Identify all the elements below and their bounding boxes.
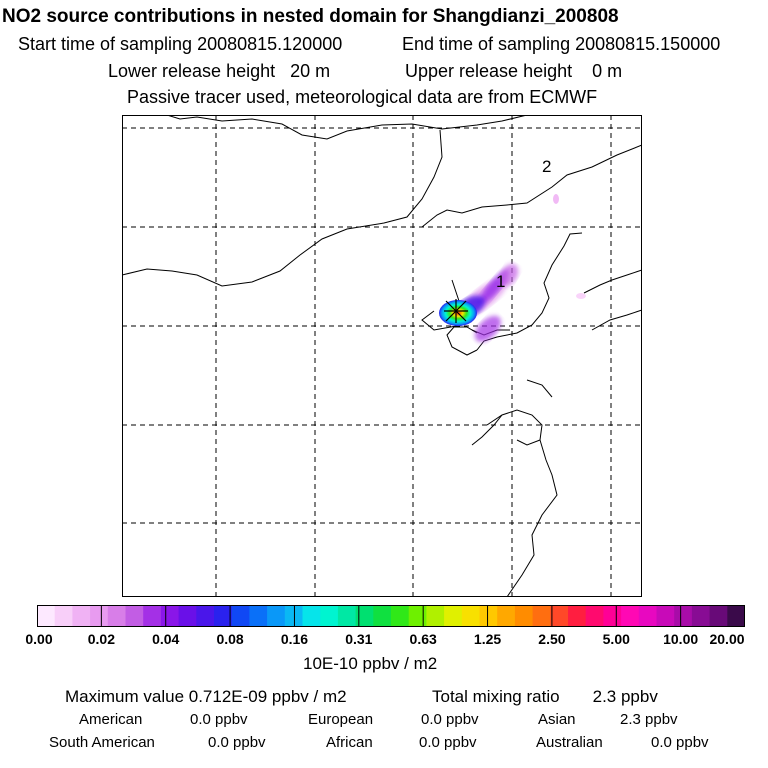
colorbar-tick-label: 5.00: [602, 631, 630, 647]
upper-release-label: Upper release height 0 m: [405, 61, 623, 81]
colorbar-cell: [302, 605, 321, 627]
colorbar-cell: [426, 605, 445, 627]
region-african-name: African: [326, 734, 373, 751]
plot-title: NO2 source contributions in nested domai…: [2, 6, 619, 27]
colorbar-cell: [72, 605, 91, 627]
graticule-lines: [122, 115, 642, 597]
colorbar-cell: [231, 605, 250, 627]
colorbar-cell: [709, 605, 728, 627]
colorbar-cell: [196, 605, 215, 627]
map-frame: [122, 115, 642, 597]
region-australian-name: Australian: [536, 734, 603, 751]
region-american-value: 0.0 ppbv: [190, 711, 248, 728]
colorbar-cell: [373, 605, 392, 627]
region-south-american-value: 0.0 ppbv: [208, 734, 266, 751]
colorbar-unit-label: 10E-10 ppbv / m2: [303, 654, 438, 673]
colorbar-cell: [160, 605, 180, 627]
tracer-note: Passive tracer used, meteorological data…: [127, 87, 598, 107]
colorbar-cell: [391, 605, 410, 627]
colorbar-cell: [656, 605, 675, 627]
colorbar-cell: [532, 605, 551, 627]
marker-1: 1: [496, 272, 505, 291]
colorbar-cell: [143, 605, 162, 627]
colorbar-cell: [125, 605, 144, 627]
colorbar-cell: [284, 605, 303, 627]
end-time-label: End time of sampling 20080815.150000: [402, 34, 721, 54]
lower-release-label: Lower release height 20 m: [108, 61, 331, 81]
colorbar-tick-label: 0.16: [280, 631, 309, 647]
start-time-label: Start time of sampling 20080815.120000: [18, 34, 343, 54]
colorbar-cell: [585, 605, 604, 627]
colorbar-cell: [550, 605, 569, 627]
region-european-value: 0.0 ppbv: [421, 711, 479, 728]
colorbar-tick-label: 0.31: [345, 631, 373, 647]
colorbar-tick-label: 0.00: [25, 631, 53, 647]
region-australian-value: 0.0 ppbv: [651, 734, 709, 751]
colorbar-cell: [337, 605, 357, 627]
asterisk-star-icon: [444, 299, 468, 323]
colorbar-cell: [514, 605, 534, 627]
colorbar-tick-label: 20.00: [709, 631, 745, 647]
colorbar-cell: [603, 605, 622, 627]
colorbar-cell: [621, 605, 640, 627]
colorbar-cell: [267, 605, 286, 627]
colorbar-tick-label: 2.50: [538, 631, 566, 647]
colorbar-cell: [249, 605, 268, 627]
region-south-american-name: South American: [49, 734, 155, 751]
region-african-value: 0.0 ppbv: [419, 734, 477, 751]
colorbar-cell: [90, 605, 109, 627]
colorbar-tick-label: 0.63: [409, 631, 437, 647]
colorbar-cell: [461, 605, 480, 627]
concentration-plume: [439, 194, 586, 342]
colorbar-tick-label: 0.02: [87, 631, 115, 647]
colorbar-cell: [107, 605, 126, 627]
colorbar-cell: [568, 605, 587, 627]
colorbar-cell: [638, 605, 657, 627]
colorbar: [37, 605, 745, 627]
colorbar-cell: [214, 605, 233, 627]
region-asian-name: Asian: [538, 711, 576, 728]
marker-2: 2: [542, 157, 551, 176]
colorbar-tick-label: 0.04: [152, 631, 180, 647]
total-mixing-ratio-label: Total mixing ratio 2.3 ppbv: [432, 687, 658, 706]
map-panel: 1 2: [122, 115, 642, 597]
colorbar-cell: [691, 605, 711, 627]
colorbar-cell: [674, 605, 693, 627]
region-american-name: American: [79, 711, 143, 728]
colorbar-tick-label: 0.08: [216, 631, 244, 647]
colorbar-tick-label: 10.00: [663, 631, 699, 647]
colorbar-cell: [497, 605, 516, 627]
maximum-value-label: Maximum value 0.712E-09 ppbv / m2: [65, 687, 347, 706]
colorbar-cell: [37, 605, 56, 627]
colorbar-cell: [727, 605, 745, 627]
colorbar-cells: [37, 605, 745, 627]
colorbar-cell: [178, 605, 197, 627]
colorbar-cell: [444, 605, 463, 627]
colorbar-cell: [479, 605, 498, 627]
colorbar-cell: [320, 605, 339, 627]
region-asian-value: 2.3 ppbv: [620, 711, 678, 728]
colorbar-tick-label: 1.25: [473, 631, 502, 647]
colorbar-cell: [355, 605, 374, 627]
colorbar-cell: [408, 605, 427, 627]
colorbar-cell: [54, 605, 73, 627]
region-european-name: European: [308, 711, 374, 728]
coastline-borders: [122, 115, 642, 597]
